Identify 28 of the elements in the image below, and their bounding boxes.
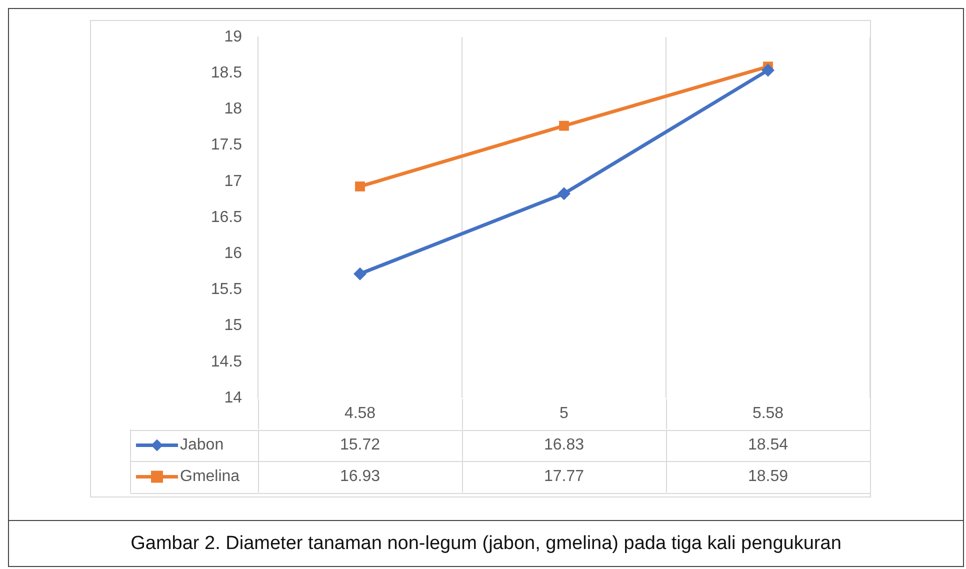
- legend-label: Jabon: [180, 436, 224, 454]
- legend-label: Gmelina: [180, 468, 240, 486]
- y-tick-label: 19: [224, 28, 242, 46]
- y-tick-label: 15: [224, 317, 242, 334]
- x-tick-label: 5: [560, 405, 569, 422]
- y-tick-label: 15.5: [210, 281, 242, 298]
- y-tick-label: 18.5: [210, 64, 242, 82]
- y-tick-label: 17: [224, 172, 242, 190]
- y-tick-label: 17.5: [210, 136, 242, 154]
- y-tick-label: 14: [224, 389, 242, 406]
- data-label: 17.77: [544, 468, 584, 486]
- y-tick-label: 16: [224, 245, 242, 262]
- data-label: 15.72: [340, 436, 380, 454]
- point: [559, 120, 569, 131]
- x-tick-label: 4.58: [344, 405, 376, 422]
- point: [762, 64, 774, 77]
- y-tick-label: 18: [224, 100, 242, 118]
- point: [558, 187, 570, 200]
- data-label: 16.93: [340, 468, 380, 486]
- point: [355, 182, 365, 192]
- data-label: 16.83: [544, 436, 584, 454]
- y-tick-label: 14.5: [210, 353, 242, 370]
- y-tick-label: 16.5: [210, 208, 242, 226]
- data-label: 18.59: [748, 468, 788, 486]
- point: [354, 267, 366, 280]
- data-label: 18.54: [748, 436, 788, 454]
- text: Gambar 2. Diameter tanaman non-legum (jabon, gmelina) pada tiga kali pengukuran: [8, 521, 964, 567]
- x-tick-label: 5.58: [752, 405, 784, 422]
